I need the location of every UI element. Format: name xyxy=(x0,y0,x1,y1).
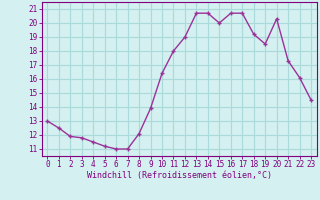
X-axis label: Windchill (Refroidissement éolien,°C): Windchill (Refroidissement éolien,°C) xyxy=(87,171,272,180)
